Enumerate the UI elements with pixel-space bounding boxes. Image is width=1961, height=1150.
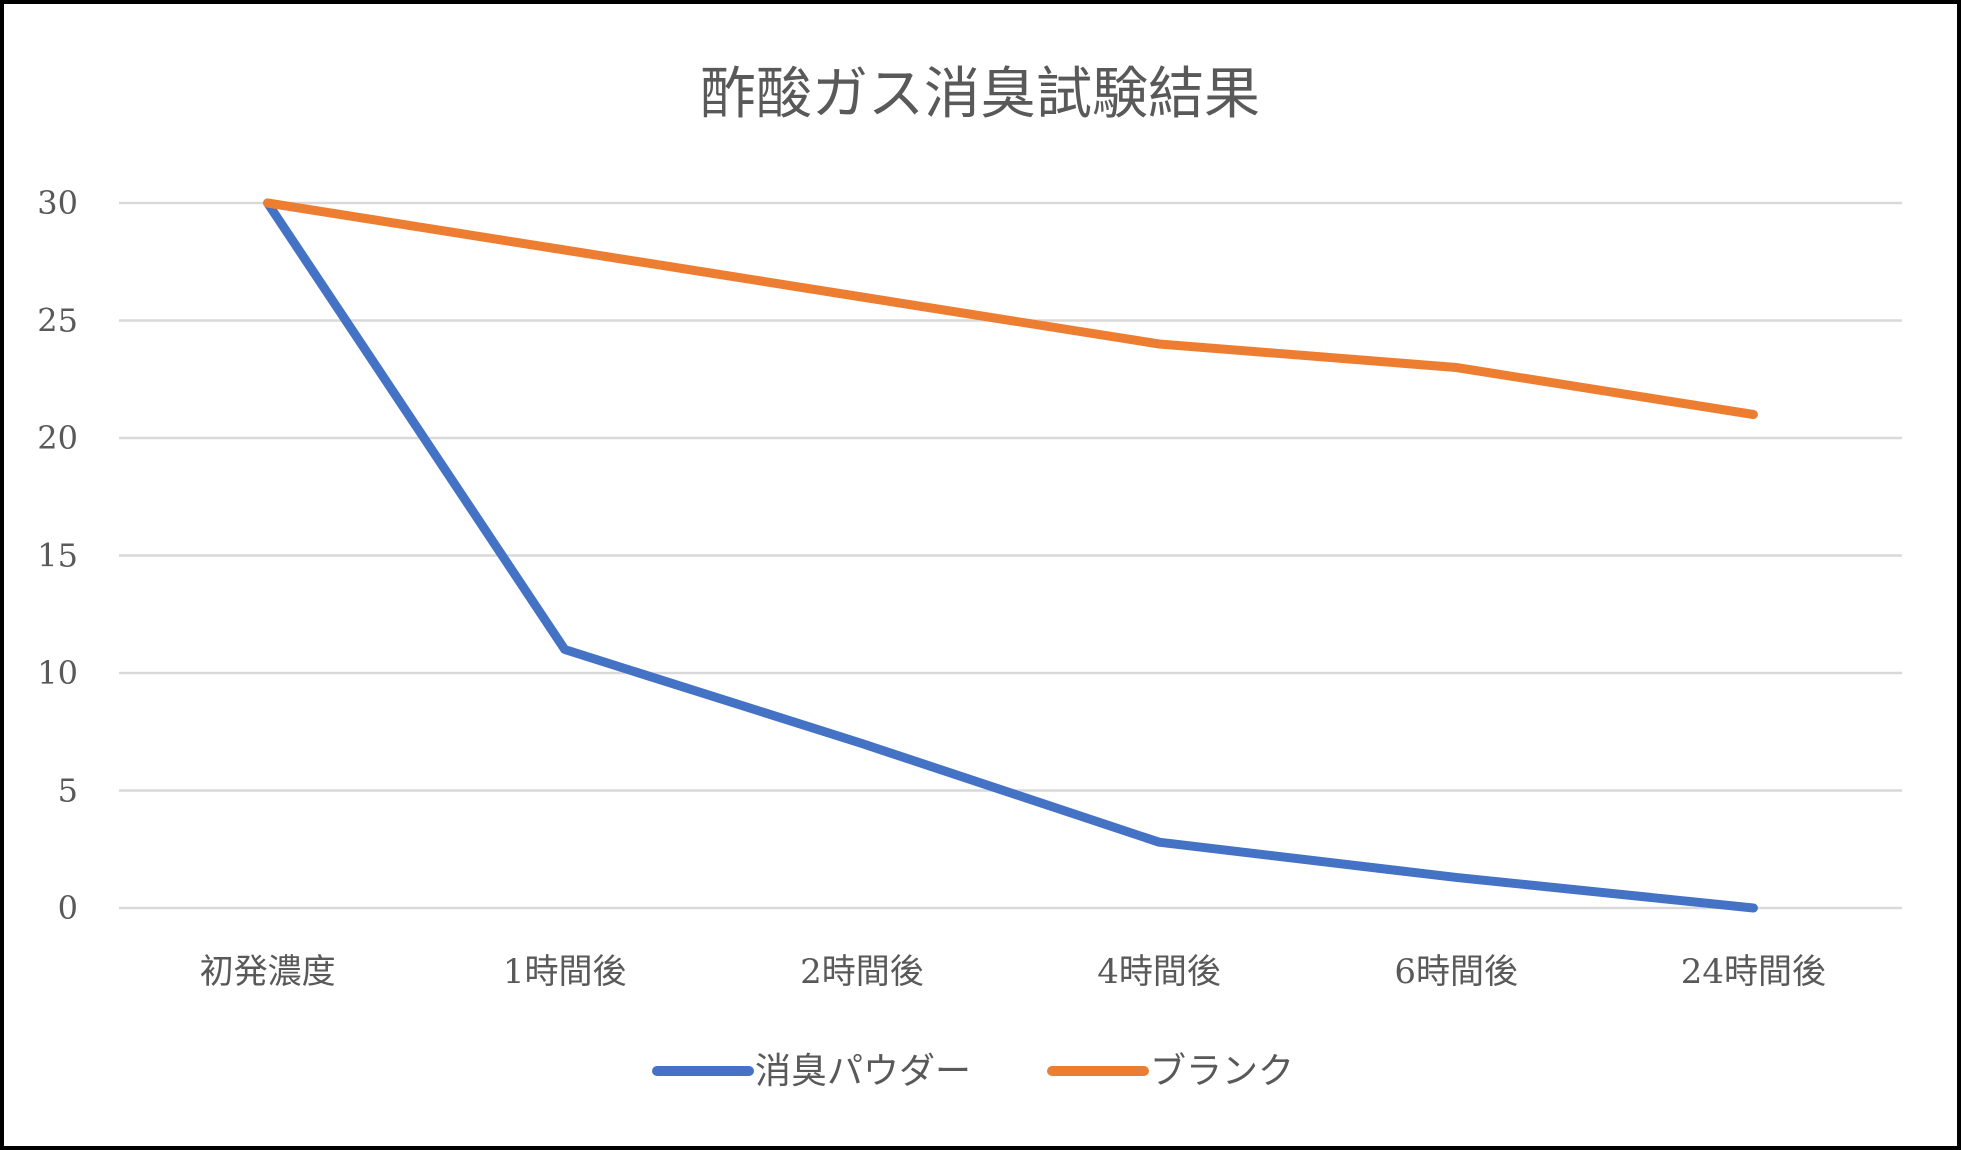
legend-label: ブランク [1150, 1051, 1294, 1092]
x-tick-label: 2時間後 [800, 952, 924, 992]
x-tick-label: 24時間後 [1681, 952, 1826, 992]
series-line-1 [263, 198, 1758, 419]
chart-title: 酢酸ガス消臭試験結果 [700, 62, 1260, 127]
y-tick-label: 20 [37, 419, 78, 457]
series-line-0 [263, 198, 1758, 913]
chart-background [4, 4, 1957, 1146]
y-tick-label: 15 [37, 537, 78, 575]
y-tick-label: 30 [37, 184, 78, 222]
y-tick-label: 5 [58, 772, 78, 810]
x-tick-label: 初発濃度 [200, 952, 336, 992]
legend-item-0[interactable]: 消臭パウダー [652, 1051, 971, 1092]
y-tick-label: 10 [37, 654, 78, 692]
x-tick-label: 6時間後 [1394, 952, 1518, 992]
x-tick-label: 1時間後 [503, 952, 627, 992]
y-tick-label: 25 [37, 302, 78, 340]
x-tick-label: 4時間後 [1097, 952, 1221, 992]
y-tick-label: 0 [58, 889, 78, 927]
legend-item-1[interactable]: ブランク [1047, 1051, 1294, 1092]
legend-label: 消臭パウダー [755, 1051, 971, 1092]
